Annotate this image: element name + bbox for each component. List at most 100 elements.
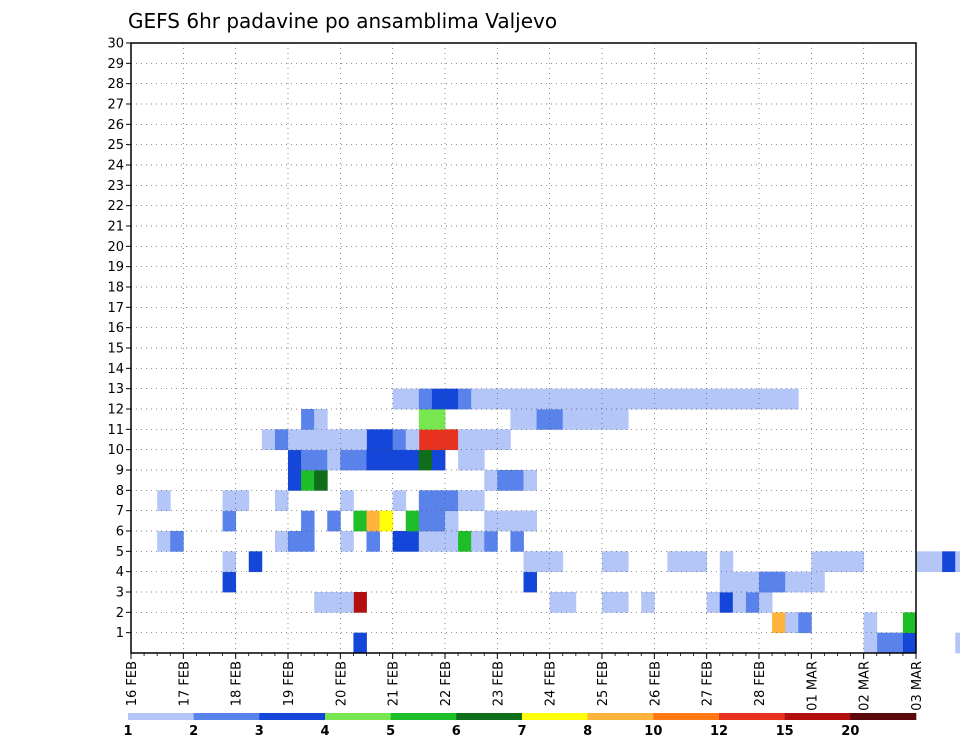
y-tick-label: 27 [107,98,124,113]
heatmap-cell [942,551,956,573]
heatmap-cell [458,490,472,512]
heatmap-cell [222,571,237,593]
heatmap-cell [510,531,524,552]
heatmap-cell [745,388,760,410]
heatmap-cell [523,388,537,410]
heatmap-cell [615,592,629,613]
y-tick-label: 28 [107,77,124,92]
heatmap-cell [392,490,407,512]
y-tick-label: 25 [107,138,124,153]
x-tick-label: 19 FEB [282,661,297,706]
heatmap-cell [732,571,747,593]
heatmap-cell [405,449,420,471]
heatmap-cell [301,531,315,552]
y-tick-label: 12 [107,403,124,418]
heatmap-cell [471,490,485,512]
y-tick-label: 11 [107,423,124,438]
heatmap-cell [405,510,420,532]
heatmap-cell [680,551,694,573]
heatmap-cell [301,510,315,532]
heatmap-cell [431,388,446,410]
heatmap-cell [445,531,459,552]
heatmap-cell [405,429,420,451]
colorbar-label: 8 [583,724,592,739]
heatmap-cell [732,388,747,410]
heatmap-cell [222,551,237,573]
heatmap-cell [876,632,891,654]
heatmap-cell [575,388,590,410]
y-tick-label: 17 [107,301,124,316]
colorbar-swatch [719,713,785,720]
heatmap-cell [418,510,433,532]
heatmap-cell [745,571,760,593]
heatmap-cell [536,551,551,573]
x-tick-label: 28 FEB [753,661,768,706]
heatmap-cell [772,388,786,410]
heatmap-cell [484,429,498,451]
heatmap-cell [719,388,734,410]
heatmap-cell [274,490,289,512]
heatmap-cell [392,388,407,410]
heatmap-cell [327,592,341,613]
x-tick-label: 03 MAR [910,661,925,711]
heatmap-cell [327,449,341,471]
heatmap-cell [602,551,616,573]
colorbar-label: 6 [452,724,461,739]
heatmap-cell [392,429,407,451]
heatmap-cell [418,449,433,471]
heatmap-cell [654,388,668,410]
heatmap-cell [745,592,760,613]
heatmap-cells [157,388,960,654]
y-tick-label: 5 [116,545,124,560]
heatmap-cell [418,409,433,430]
colorbar-label: 5 [386,724,395,739]
x-tick-label: 27 FEB [701,661,716,706]
heatmap-cell [667,388,681,410]
heatmap-cell [510,510,524,532]
heatmap-cell [445,510,459,532]
heatmap-cell [314,409,328,430]
heatmap-cell [510,409,524,430]
x-tick-label: 16 FEB [125,661,140,706]
heatmap-cell [261,429,276,451]
colorbar-label: 3 [255,724,264,739]
heatmap-cell [431,490,446,512]
x-tick-label: 01 MAR [805,661,820,711]
y-tick-label: 23 [107,179,124,194]
heatmap-cell [602,388,616,410]
heatmap-cell [811,551,825,573]
heatmap-cell [772,571,786,593]
y-tick-label: 22 [107,199,124,214]
heatmap-cell [248,551,263,573]
heatmap-cell [301,409,315,430]
heatmap-cell [549,409,564,430]
x-tick-label: 02 MAR [858,661,873,711]
heatmap-cell [431,429,446,451]
y-axis: 1234567891011121314151617181920212223242… [107,37,131,641]
heatmap-cell [301,449,315,471]
y-tick-label: 14 [107,362,124,377]
heatmap-cell [602,409,616,430]
heatmap-cell [693,388,708,410]
heatmap-cell [445,490,459,512]
heatmap-cell [353,632,367,654]
colorbar-swatch [522,713,588,720]
heatmap-cell [615,388,629,410]
heatmap-cell [458,388,472,410]
heatmap-cell [824,551,838,573]
heatmap-cell [471,429,485,451]
heatmap-cell [471,531,485,552]
y-tick-label: 20 [107,240,124,255]
heatmap-cell [615,551,629,573]
colorbar-label: 20 [841,724,859,739]
heatmap-cell [379,510,394,532]
heatmap-cell [510,470,524,491]
heatmap-cell [431,510,446,532]
heatmap-cell [536,388,551,410]
y-tick-label: 19 [107,260,124,275]
chart-title: GEFS 6hr padavine po ansamblima Valjevo [128,9,557,33]
heatmap-cell [366,429,380,451]
y-tick-label: 1 [116,626,124,641]
heatmap-cell [955,632,960,654]
heatmap-cell [418,429,433,451]
